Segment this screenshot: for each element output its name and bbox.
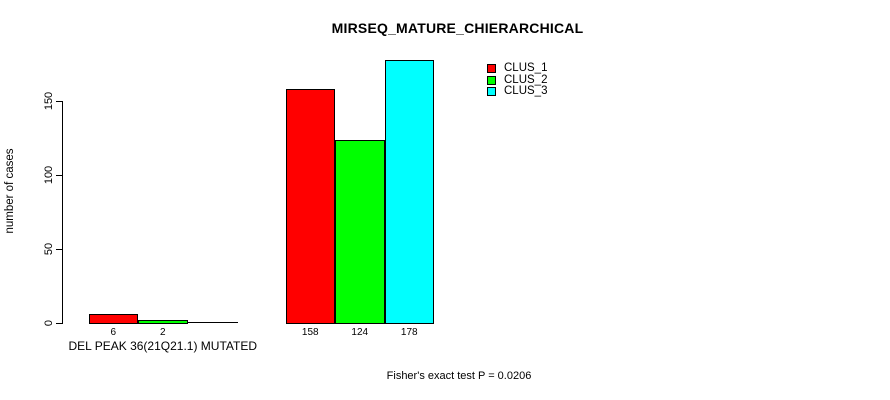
legend-swatch-icon — [487, 87, 496, 97]
bar-clus_3 — [384, 59, 434, 324]
legend-swatch-icon — [487, 75, 496, 85]
bar-value-label: 124 — [351, 327, 369, 338]
legend-label: CLUS_1 — [504, 62, 548, 74]
legend-label: CLUS_3 — [504, 85, 548, 97]
x-axis-group-label: DEL PEAK 36(21Q21.1) MUTATED — [68, 339, 257, 353]
bar-clus_2 — [335, 139, 385, 324]
bar-clus_3-zero — [187, 322, 238, 323]
footnote: Fisher's exact test P = 0.0206 — [386, 370, 532, 382]
bar-clus_1 — [88, 314, 138, 324]
y-axis-line — [62, 101, 63, 324]
y-tick-label: 150 — [43, 92, 55, 111]
legend-item-clus_1: CLUS_1 — [487, 62, 548, 75]
y-axis-label: number of cases — [4, 148, 16, 234]
y-tick-label: 50 — [43, 242, 55, 256]
y-tick-mark — [56, 249, 62, 251]
bar-value-label: 158 — [301, 327, 319, 338]
bar-clus_1 — [285, 89, 335, 324]
legend-swatch-icon — [487, 64, 496, 74]
y-tick-mark — [56, 323, 62, 324]
bar-value-label: 2 — [159, 327, 166, 338]
legend-item-clus_3: CLUS_3 — [487, 85, 548, 98]
legend-item-clus_2: CLUS_2 — [487, 73, 548, 87]
y-tick-mark — [56, 101, 62, 103]
y-tick-mark — [56, 175, 62, 177]
y-tick-label: 0 — [43, 319, 55, 327]
bar-clus_2 — [138, 320, 188, 324]
bar-value-label: 6 — [110, 327, 117, 338]
y-tick-label: 100 — [43, 166, 55, 185]
legend-label: CLUS_2 — [504, 73, 548, 86]
chart-title: MIRSEQ_MATURE_CHIERARCHICAL — [331, 20, 584, 36]
bar-value-label: 178 — [400, 327, 418, 338]
